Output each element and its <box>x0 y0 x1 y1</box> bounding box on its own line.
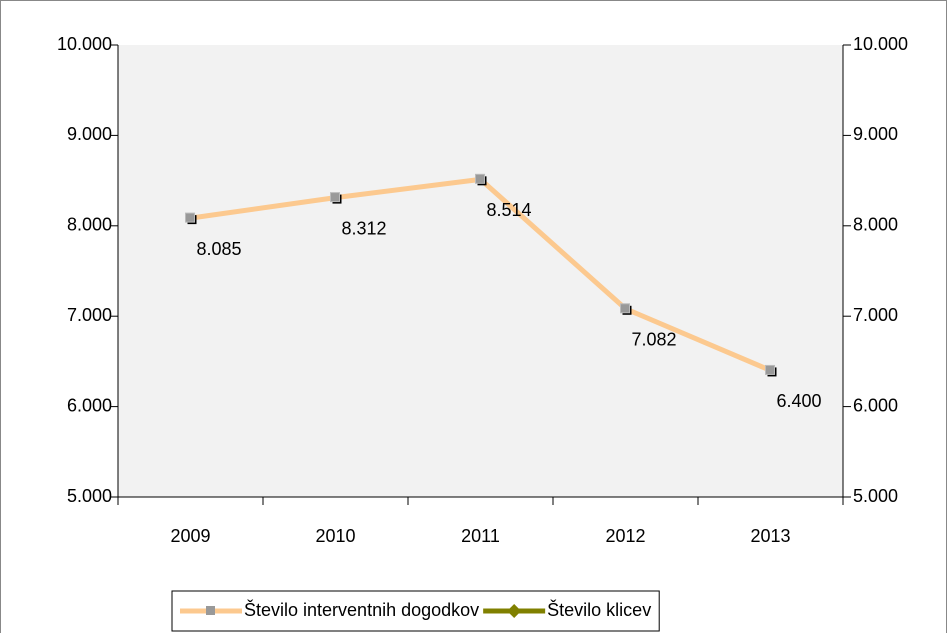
x-tick-label: 2013 <box>750 526 790 546</box>
y2-tick-label: 10.000 <box>853 34 908 54</box>
x-tick-label: 2010 <box>315 526 355 546</box>
marker <box>185 212 195 223</box>
data-label: 8.085 <box>197 239 242 259</box>
x-tick-label: 2009 <box>170 526 210 546</box>
x-tick-label: 2011 <box>461 526 500 546</box>
y2-tick-label: 5.000 <box>853 486 898 506</box>
y2-tick-label: 8.000 <box>853 215 898 235</box>
legend-label: Število interventnih dogodkov <box>244 599 479 620</box>
marker <box>765 364 775 375</box>
data-label: 7.082 <box>632 330 677 350</box>
y2-tick-label: 9.000 <box>853 124 898 144</box>
legend-marker <box>206 606 215 615</box>
data-label: 8.312 <box>342 218 387 238</box>
data-label: 6.400 <box>777 391 822 411</box>
y-tick-label: 7.000 <box>67 305 112 325</box>
y-tick-label: 9.000 <box>67 124 112 144</box>
y2-tick-label: 6.000 <box>853 395 898 415</box>
x-tick-label: 2012 <box>605 526 645 546</box>
y-tick-label: 8.000 <box>67 215 112 235</box>
legend-marker <box>507 604 522 618</box>
y-tick-label: 6.000 <box>67 395 112 415</box>
y2-tick-label: 7.000 <box>853 305 898 325</box>
marker <box>475 173 485 184</box>
marker <box>620 303 630 314</box>
plot-area <box>118 45 843 497</box>
y-tick-label: 5.000 <box>67 486 112 506</box>
legend-box <box>171 590 660 632</box>
marker <box>330 192 340 203</box>
y-tick-label: 10.000 <box>57 34 112 54</box>
legend-label: Število klicev <box>547 599 651 620</box>
data-label: 8.514 <box>487 200 532 220</box>
